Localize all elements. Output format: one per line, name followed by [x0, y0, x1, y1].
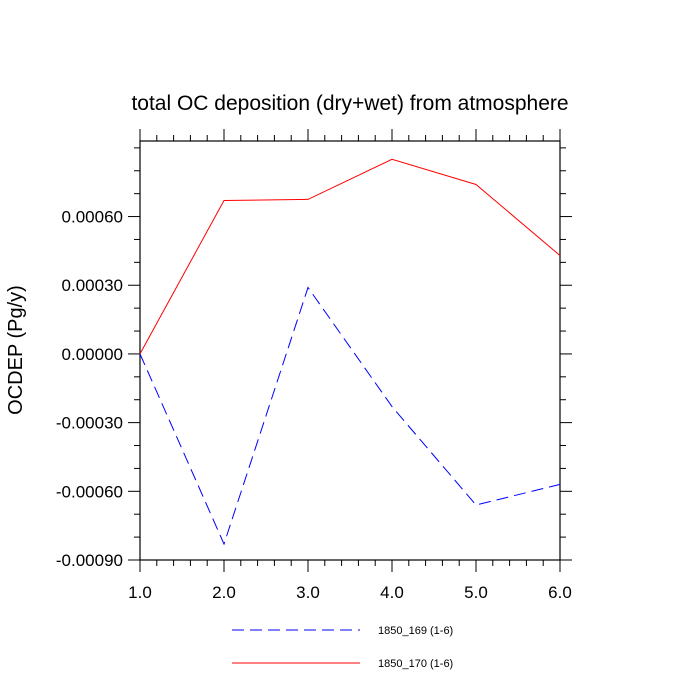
- y-tick-label: 0.00060: [62, 208, 123, 227]
- legend-label-1: 1850_169 (1-6): [378, 625, 453, 637]
- y-tick-label: 0.00030: [62, 276, 123, 295]
- x-tick-label: 5.0: [464, 583, 488, 602]
- y-tick-label: -0.00090: [56, 551, 123, 570]
- plot-area: 1.0 2.0 3.0 4.0 5.0 6.0 -0.00090 -0.00060 -0.000…: [56, 129, 572, 602]
- chart-title: total OC deposition (dry+wet) from atmos…: [131, 92, 568, 115]
- x-tick-label: 6.0: [548, 583, 572, 602]
- x-tick-label: 1.0: [128, 583, 152, 602]
- x-tick-label: 4.0: [380, 583, 404, 602]
- y-axis-label: OCDEP (Pg/y): [5, 285, 27, 415]
- legend-label-2: 1850_170 (1-6): [378, 658, 453, 670]
- x-tick-label: 3.0: [296, 583, 320, 602]
- plot-frame: [139, 140, 561, 561]
- y-tick-label: -0.00060: [56, 482, 123, 501]
- legend: 1850_169 (1-6) 1850_170 (1-6): [232, 625, 453, 670]
- series-line-1: [139, 286, 561, 546]
- y-tick-label: -0.00030: [56, 414, 123, 433]
- y-tick-label: 0.00000: [62, 345, 123, 364]
- x-tick-label: 2.0: [212, 583, 236, 602]
- series-line-2: [139, 158, 561, 355]
